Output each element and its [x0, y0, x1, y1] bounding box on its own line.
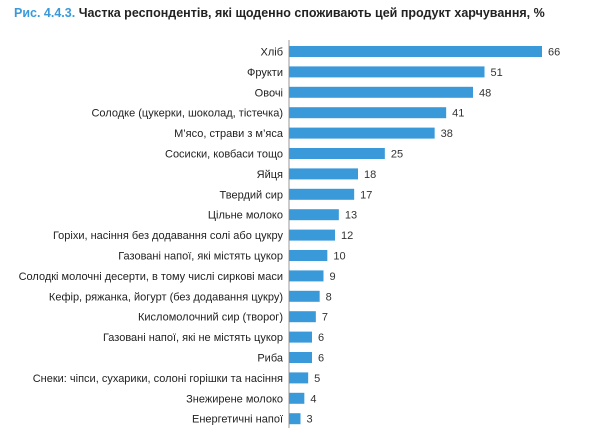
bar [289, 250, 328, 261]
bar [289, 392, 305, 404]
category-label: Газовані напої, які не містять цукор [103, 332, 283, 344]
bar [289, 209, 339, 221]
value-label: 41 [452, 108, 464, 120]
category-label: Фрукти [247, 67, 283, 79]
bar [289, 372, 309, 384]
bar [289, 352, 312, 363]
value-label: 3 [307, 414, 313, 426]
category-label: Сосиски, ковбаси тощо [165, 149, 283, 161]
bar [289, 331, 312, 343]
value-label: 66 [548, 47, 560, 59]
bar [289, 270, 324, 282]
category-label: Твердий сир [220, 189, 283, 201]
figure-title: Частка респондентів, які щоденно спожива… [78, 6, 545, 20]
value-label: 18 [364, 169, 376, 181]
bar [289, 413, 301, 425]
value-label: 25 [391, 149, 403, 161]
value-label: 10 [333, 251, 345, 263]
category-label: Газовані напої, які містять цукор [118, 251, 283, 263]
value-label: 17 [360, 189, 372, 201]
bar [289, 107, 447, 119]
figure-number: Рис. 4.4.3. [14, 6, 76, 20]
bar [289, 168, 358, 180]
value-label: 9 [330, 271, 336, 283]
category-label: Кисломолочний сир (творог) [138, 312, 283, 324]
value-label: 48 [479, 87, 491, 99]
category-label: Солодкі молочні десерти, в тому числі си… [19, 271, 283, 283]
category-label: Овочі [255, 87, 283, 99]
bar [289, 188, 355, 200]
bar [289, 66, 485, 78]
value-label: 38 [441, 128, 453, 140]
bar [289, 127, 435, 139]
value-label: 4 [310, 393, 316, 405]
category-label: Снеки: чіпси, сухарики, солоні горішки т… [33, 373, 283, 385]
category-label: Солодке (цукерки, шоколад, тістечка) [91, 108, 283, 120]
category-label: М’ясо, страви з м’яса [174, 128, 284, 140]
value-label: 7 [322, 312, 328, 324]
bar [289, 290, 320, 302]
value-label: 6 [318, 332, 324, 344]
bar [289, 148, 385, 159]
category-label: Риба [257, 353, 284, 365]
category-label: Кефір, ряжанка, йогурт (без додавання цу… [49, 291, 283, 303]
bar [289, 46, 542, 57]
category-label: Яйця [257, 169, 283, 181]
category-label: Горіхи, насіння без додавання солі або ц… [53, 230, 284, 242]
bar [289, 86, 473, 98]
value-label: 5 [314, 373, 320, 385]
value-label: 8 [326, 291, 332, 303]
chart-title: Рис. 4.4.3. Частка респондентів, які щод… [14, 6, 545, 20]
bar [289, 311, 316, 323]
category-label: Хліб [261, 47, 284, 59]
value-label: 13 [345, 210, 357, 222]
category-label: Цільне молоко [208, 210, 283, 222]
value-label: 6 [318, 353, 324, 365]
bar [289, 229, 335, 241]
category-label: Енергетичні напої [192, 414, 283, 426]
value-label: 51 [491, 67, 503, 79]
value-label: 12 [341, 230, 353, 242]
category-label: Знежирене молоко [186, 393, 283, 405]
